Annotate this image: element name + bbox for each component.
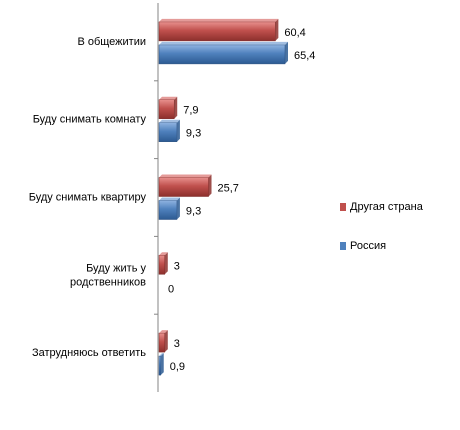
category-label: Буду жить у [86,262,146,274]
bar-other-country [158,21,276,42]
data-label: 0 [168,283,174,295]
legend-item-russia: Россия [340,240,386,252]
bar-top-face [159,330,168,334]
bar-top-face [159,353,164,357]
data-label: 7,9 [183,105,198,117]
bar-other-country [158,255,166,275]
bar-russia [158,355,161,376]
bar-top-face [159,119,180,123]
legend-label-other-country: Другая страна [350,201,423,213]
legend-swatch-other-country [340,203,346,211]
bar-top-face [159,18,279,22]
bar-top-face [159,96,178,100]
category-label: Затрудняюсь ответить [32,347,146,359]
legend-item-other-country: Другая страна [340,201,423,213]
legend-label-russia: Россия [350,240,387,252]
data-label: 3 [174,260,180,272]
bar-other-country [158,177,209,197]
bar-side-face [164,330,168,353]
bar-top-face [159,252,168,256]
data-label: 3 [174,338,180,350]
bar-top-face [159,197,180,201]
bar-top-face [159,174,212,178]
bar-side-face [285,41,288,64]
bar-top-face [159,41,288,45]
data-label: 25,7 [218,183,239,195]
category-label: Буду снимать квартиру [29,192,147,204]
data-label: 60,4 [284,27,305,39]
category-label: Буду снимать комнату [33,114,147,126]
bar-russia [158,200,178,220]
bar-russia [158,44,286,65]
data-label: 0,9 [170,361,185,373]
bar-other-country [158,332,166,353]
data-label: 65,4 [294,50,315,62]
category-label: родственников [70,276,146,288]
bar-side-face [176,197,180,220]
data-label: 9,3 [186,128,201,140]
bar-side-face [174,96,178,119]
bar-side-face [176,119,180,142]
bar-other-country [158,99,175,119]
bar-side-face [275,18,279,41]
legend-swatch-russia [340,242,346,250]
bar-side-face [160,353,164,376]
bar-russia [158,122,178,142]
bar-side-face [164,252,168,275]
data-label: 9,3 [186,206,201,218]
category-label: В общежитии [77,36,146,48]
bar-side-face [208,174,212,197]
